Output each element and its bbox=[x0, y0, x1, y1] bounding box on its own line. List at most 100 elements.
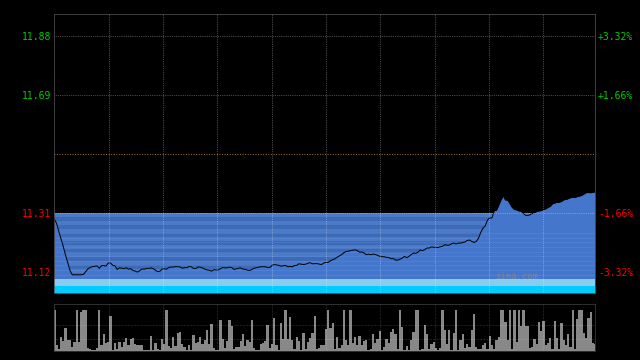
Bar bbox=[54, 213, 595, 217]
Bar bbox=[470, 330, 473, 351]
Bar bbox=[383, 347, 385, 351]
Bar bbox=[208, 344, 211, 351]
Bar bbox=[348, 345, 349, 351]
Bar bbox=[69, 340, 71, 351]
Bar bbox=[527, 326, 529, 351]
Bar bbox=[334, 348, 336, 351]
Bar bbox=[324, 329, 327, 351]
Bar bbox=[390, 332, 392, 351]
Bar bbox=[534, 339, 536, 351]
Bar bbox=[244, 346, 246, 351]
Bar bbox=[100, 345, 102, 351]
Bar bbox=[374, 343, 376, 351]
Bar bbox=[466, 344, 468, 351]
Bar bbox=[451, 350, 452, 351]
Bar bbox=[332, 323, 334, 351]
Bar bbox=[257, 350, 260, 351]
Bar bbox=[132, 338, 134, 351]
Bar bbox=[170, 348, 172, 351]
Bar bbox=[570, 347, 572, 351]
Bar bbox=[464, 348, 466, 351]
Bar bbox=[262, 343, 264, 351]
Bar bbox=[388, 343, 390, 351]
Bar bbox=[54, 281, 595, 285]
Bar bbox=[269, 348, 271, 351]
Bar bbox=[71, 347, 74, 351]
Bar bbox=[339, 348, 340, 351]
Bar bbox=[98, 310, 100, 351]
Bar bbox=[141, 345, 143, 351]
Bar bbox=[576, 319, 579, 351]
Bar bbox=[111, 350, 114, 351]
Bar bbox=[163, 344, 166, 351]
Bar bbox=[237, 347, 239, 351]
Bar bbox=[152, 350, 154, 351]
Bar bbox=[314, 316, 316, 351]
Bar bbox=[54, 257, 595, 261]
Text: sina.com: sina.com bbox=[495, 272, 538, 281]
Bar bbox=[406, 346, 408, 351]
Bar bbox=[488, 336, 491, 351]
Bar bbox=[220, 320, 221, 351]
Bar bbox=[54, 279, 595, 285]
Bar bbox=[235, 347, 237, 351]
Bar bbox=[226, 341, 228, 351]
Bar bbox=[246, 339, 248, 351]
Bar bbox=[457, 350, 460, 351]
Bar bbox=[230, 325, 233, 351]
Bar bbox=[54, 221, 595, 225]
Bar bbox=[516, 342, 518, 351]
Bar bbox=[54, 269, 595, 273]
Bar bbox=[195, 343, 197, 351]
Bar bbox=[543, 321, 545, 351]
Bar bbox=[574, 349, 576, 351]
Bar bbox=[266, 325, 269, 351]
Bar bbox=[193, 335, 195, 351]
Bar bbox=[83, 310, 84, 351]
Bar bbox=[446, 344, 448, 351]
Bar bbox=[439, 347, 442, 351]
Bar bbox=[150, 337, 152, 351]
Bar bbox=[215, 350, 217, 351]
Bar bbox=[54, 289, 595, 293]
Bar bbox=[479, 349, 482, 351]
Bar bbox=[190, 350, 193, 351]
Bar bbox=[318, 348, 320, 351]
Bar bbox=[291, 340, 293, 351]
Bar bbox=[102, 334, 105, 351]
Bar bbox=[493, 349, 495, 351]
Bar bbox=[354, 337, 356, 351]
Bar bbox=[448, 329, 451, 351]
Bar bbox=[105, 343, 107, 351]
Bar bbox=[211, 324, 212, 351]
Bar bbox=[74, 342, 76, 351]
Bar bbox=[442, 310, 444, 351]
Bar bbox=[54, 253, 595, 257]
Bar bbox=[452, 333, 455, 351]
Bar bbox=[161, 338, 163, 351]
Bar bbox=[78, 342, 80, 351]
Bar bbox=[120, 347, 123, 351]
Bar bbox=[138, 345, 141, 351]
Bar bbox=[264, 341, 266, 351]
Bar bbox=[502, 310, 504, 351]
Bar bbox=[536, 343, 538, 351]
Bar bbox=[67, 340, 69, 351]
Bar bbox=[455, 310, 457, 351]
Bar bbox=[392, 329, 394, 351]
Bar bbox=[53, 310, 56, 351]
Bar bbox=[565, 345, 567, 351]
Bar bbox=[370, 349, 372, 351]
Bar bbox=[197, 342, 199, 351]
Bar bbox=[379, 330, 381, 351]
Bar bbox=[497, 337, 500, 351]
Bar bbox=[433, 342, 435, 351]
Bar bbox=[567, 334, 570, 351]
Bar bbox=[592, 343, 594, 351]
Bar bbox=[316, 350, 318, 351]
Bar bbox=[430, 344, 433, 351]
Bar bbox=[563, 340, 565, 351]
Bar bbox=[538, 322, 540, 351]
Bar bbox=[336, 337, 339, 351]
Bar bbox=[282, 339, 284, 351]
